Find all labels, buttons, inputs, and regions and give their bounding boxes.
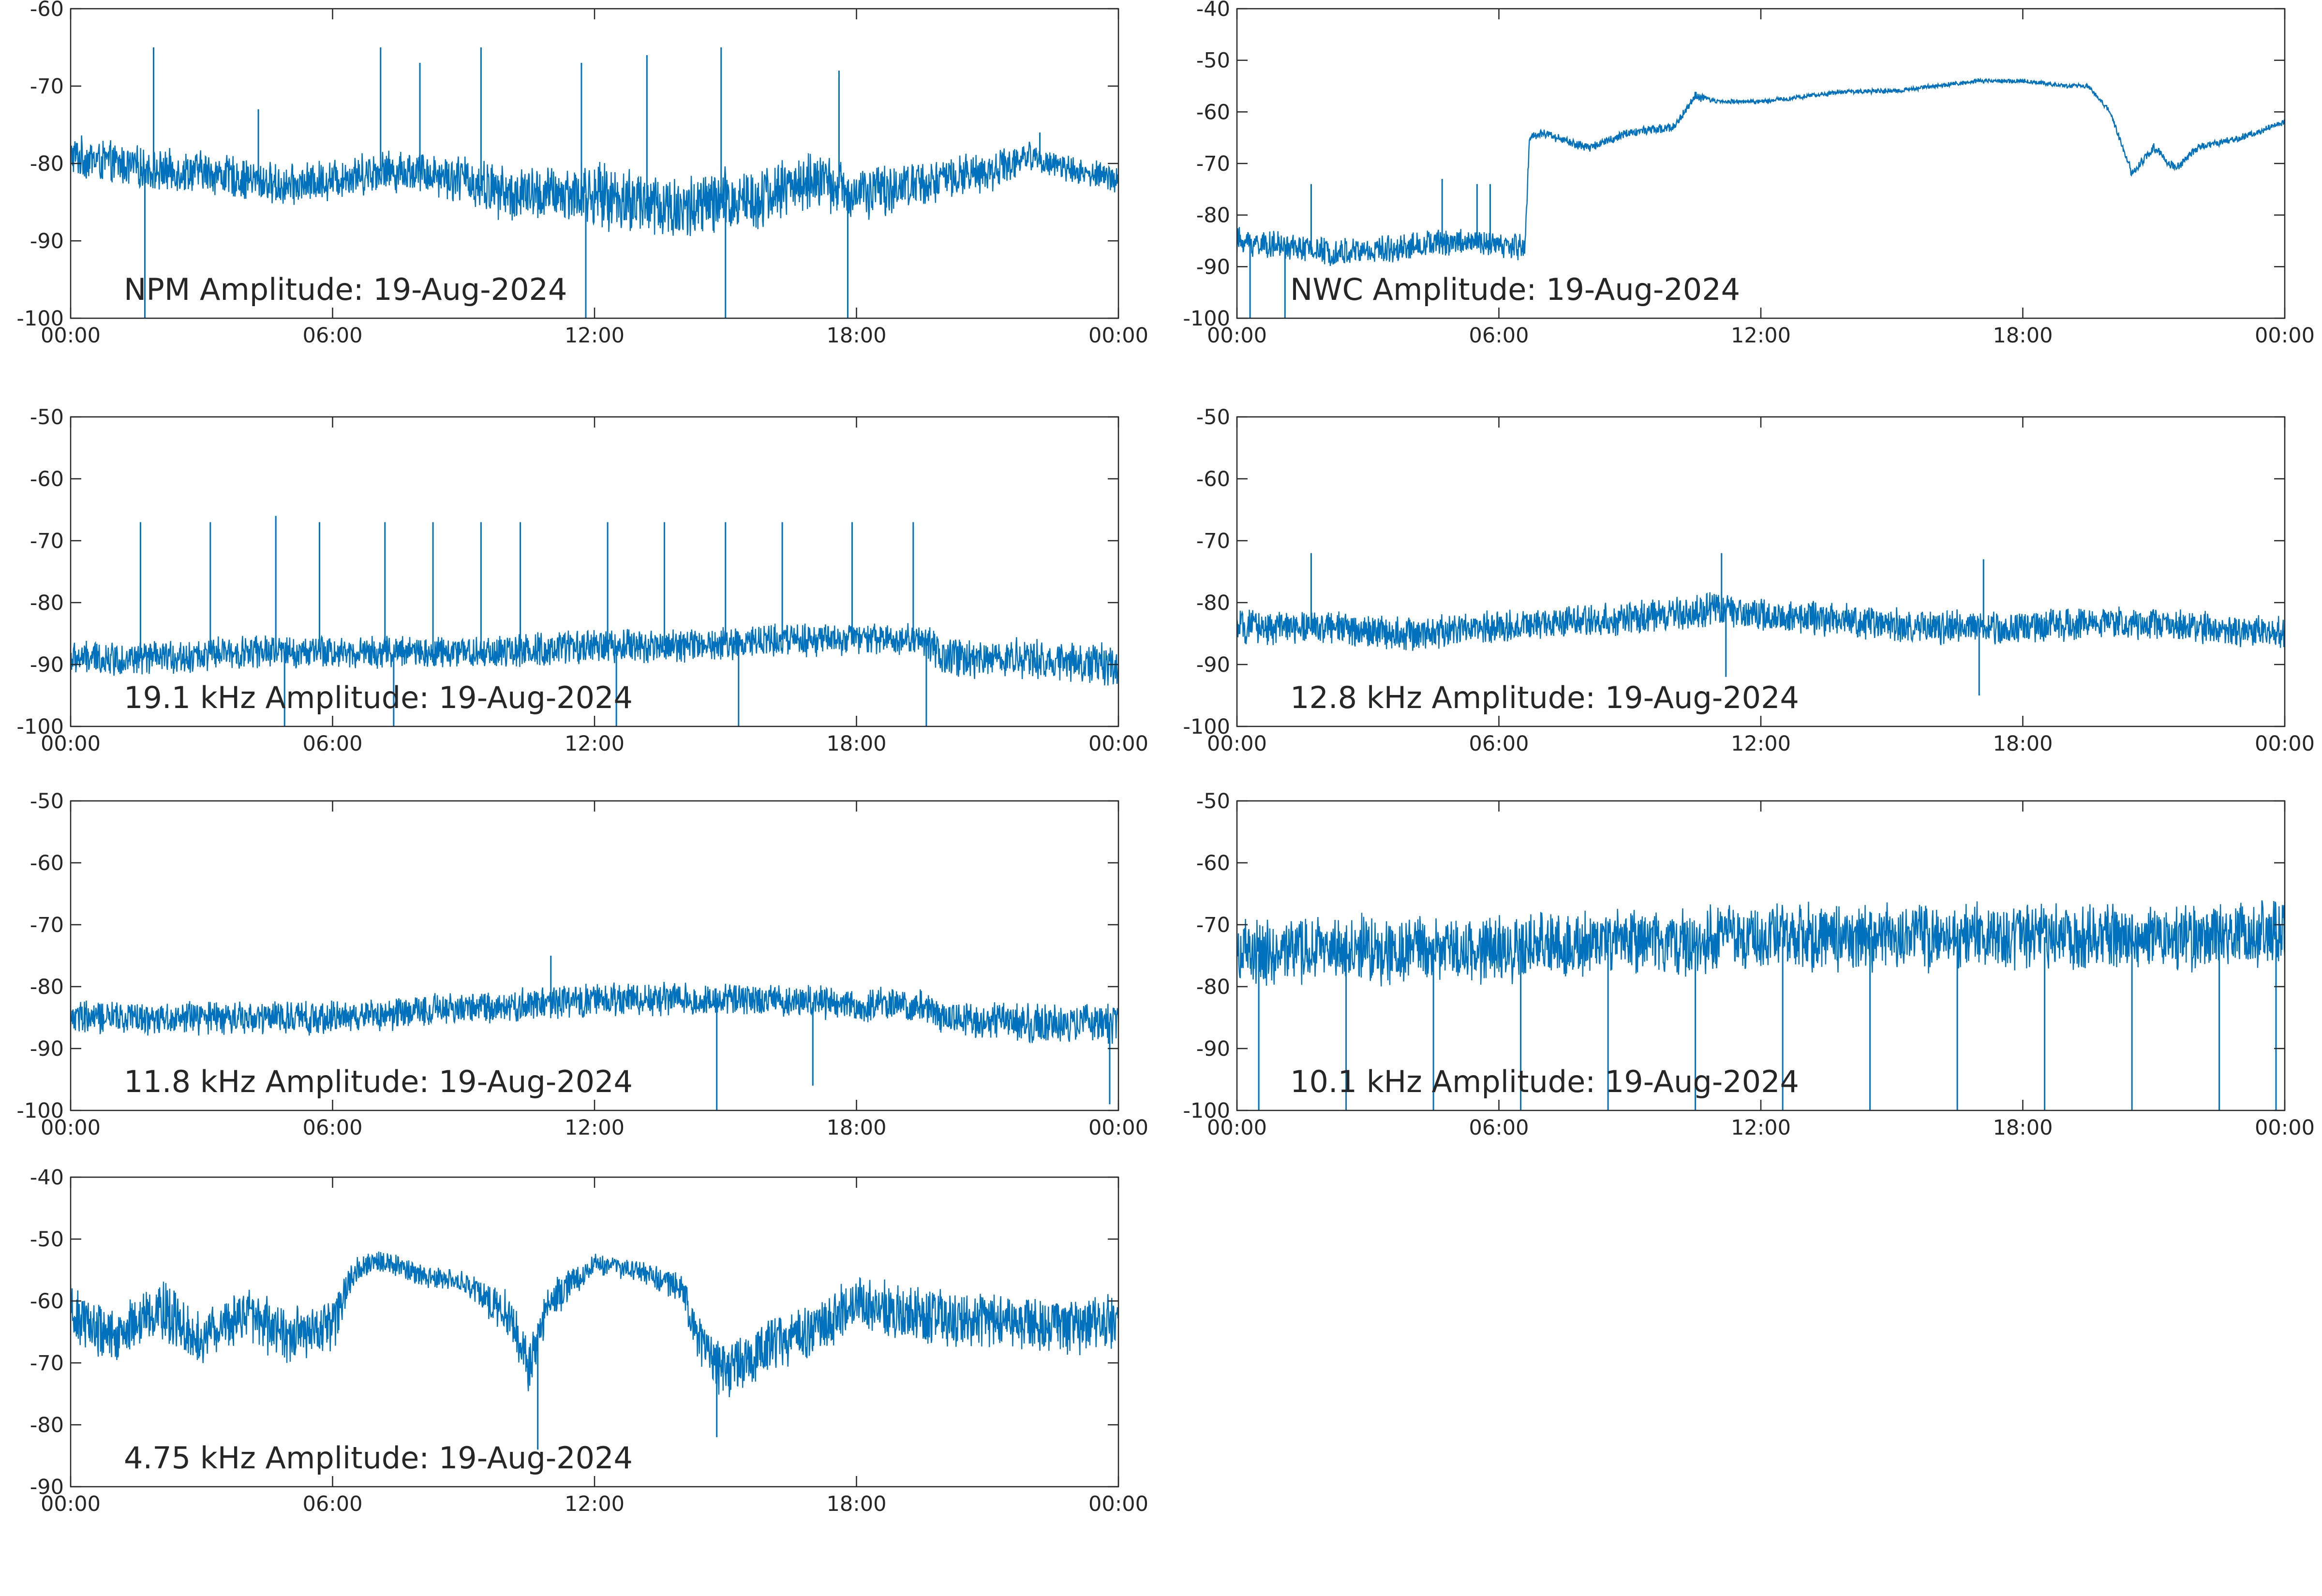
chart-title: NWC Amplitude: 19-Aug-2024 [1290, 272, 1740, 307]
y-tick-label: -50 [30, 1227, 64, 1252]
series-line [71, 623, 1118, 686]
y-tick-label: -70 [1196, 913, 1230, 937]
y-tick-label: -70 [30, 529, 64, 553]
x-tick-label: 06:00 [303, 324, 363, 348]
x-tick-label: 00:00 [1207, 732, 1267, 756]
x-tick-label: 00:00 [1088, 1492, 1148, 1516]
y-tick-label: -100 [16, 307, 64, 331]
y-tick-label: -80 [30, 975, 64, 999]
x-tick-label: 18:00 [827, 1116, 887, 1140]
x-tick-label: 18:00 [827, 1492, 887, 1516]
y-tick-label: -70 [30, 913, 64, 937]
y-tick-label: -50 [30, 405, 64, 429]
y-tick-label: -90 [30, 229, 64, 253]
x-tick-label: 06:00 [303, 1116, 363, 1140]
series-line [1237, 900, 2285, 987]
y-tick-label: -70 [1196, 152, 1230, 176]
series-line [71, 982, 1118, 1044]
y-tick-label: -100 [1183, 1099, 1230, 1123]
x-tick-label: 12:00 [565, 1492, 625, 1516]
y-tick-label: -100 [1183, 307, 1230, 331]
y-tick-label: -40 [30, 1166, 64, 1190]
y-tick-label: -90 [1196, 255, 1230, 279]
y-tick-label: -90 [1196, 1037, 1230, 1061]
series-line [71, 1251, 1118, 1397]
series-line [1237, 77, 2285, 266]
y-tick-label: -60 [30, 467, 64, 491]
x-tick-label: 00:00 [41, 732, 101, 756]
x-tick-label: 00:00 [1088, 324, 1148, 348]
x-tick-label: 00:00 [41, 1492, 101, 1516]
y-tick-label: -50 [1196, 49, 1230, 73]
x-tick-label: 12:00 [1731, 732, 1791, 756]
y-tick-label: -40 [1196, 0, 1230, 21]
chart-title: 11.8 kHz Amplitude: 19-Aug-2024 [124, 1064, 633, 1099]
x-tick-label: 18:00 [827, 732, 887, 756]
x-tick-label: 06:00 [1469, 732, 1529, 756]
x-tick-label: 00:00 [2255, 1116, 2315, 1140]
x-tick-label: 06:00 [1469, 1116, 1529, 1140]
y-tick-label: -60 [30, 0, 64, 21]
chart-title: 4.75 kHz Amplitude: 19-Aug-2024 [124, 1440, 633, 1476]
y-tick-label: -80 [30, 152, 64, 176]
x-tick-label: 00:00 [41, 1116, 101, 1140]
x-tick-label: 00:00 [2255, 324, 2315, 348]
y-tick-label: -80 [30, 1413, 64, 1437]
y-tick-label: -90 [30, 653, 64, 677]
y-tick-label: -80 [1196, 204, 1230, 228]
y-tick-label: -80 [1196, 975, 1230, 999]
y-tick-label: -90 [30, 1037, 64, 1061]
y-tick-label: -90 [30, 1475, 64, 1499]
y-tick-label: -50 [1196, 789, 1230, 813]
y-tick-label: -50 [30, 789, 64, 813]
x-tick-label: 12:00 [1731, 324, 1791, 348]
x-tick-label: 12:00 [565, 732, 625, 756]
y-tick-label: -70 [30, 1351, 64, 1375]
x-tick-label: 00:00 [1088, 1116, 1148, 1140]
y-tick-label: -100 [16, 715, 64, 739]
x-tick-label: 06:00 [303, 1492, 363, 1516]
x-tick-label: 06:00 [1469, 324, 1529, 348]
x-tick-label: 00:00 [41, 324, 101, 348]
y-tick-label: -80 [1196, 591, 1230, 615]
x-tick-label: 18:00 [1993, 324, 2053, 348]
x-tick-label: 12:00 [565, 1116, 625, 1140]
x-tick-label: 12:00 [565, 324, 625, 348]
x-tick-label: 00:00 [1207, 1116, 1267, 1140]
chart-title: 19.1 kHz Amplitude: 19-Aug-2024 [124, 680, 633, 715]
y-tick-label: -70 [1196, 529, 1230, 553]
x-tick-label: 00:00 [1207, 324, 1267, 348]
chart-title: NPM Amplitude: 19-Aug-2024 [124, 272, 567, 307]
y-tick-label: -100 [16, 1099, 64, 1123]
x-tick-label: 12:00 [1731, 1116, 1791, 1140]
x-tick-label: 00:00 [1088, 732, 1148, 756]
y-tick-label: -60 [30, 851, 64, 875]
x-tick-label: 00:00 [2255, 732, 2315, 756]
x-tick-label: 18:00 [1993, 732, 2053, 756]
series-line [71, 135, 1118, 236]
y-tick-label: -60 [1196, 100, 1230, 124]
y-tick-label: -50 [1196, 405, 1230, 429]
y-tick-label: -70 [30, 74, 64, 99]
y-tick-label: -60 [1196, 467, 1230, 491]
y-tick-label: -60 [1196, 851, 1230, 875]
series-line [1237, 592, 2285, 651]
chart-title: 10.1 kHz Amplitude: 19-Aug-2024 [1290, 1064, 1799, 1099]
y-tick-label: -80 [30, 591, 64, 615]
chart-title: 12.8 kHz Amplitude: 19-Aug-2024 [1290, 680, 1799, 715]
x-tick-label: 06:00 [303, 732, 363, 756]
y-tick-label: -100 [1183, 715, 1230, 739]
y-tick-label: -60 [30, 1289, 64, 1314]
y-tick-label: -90 [1196, 653, 1230, 677]
x-tick-label: 18:00 [827, 324, 887, 348]
x-tick-label: 18:00 [1993, 1116, 2053, 1140]
